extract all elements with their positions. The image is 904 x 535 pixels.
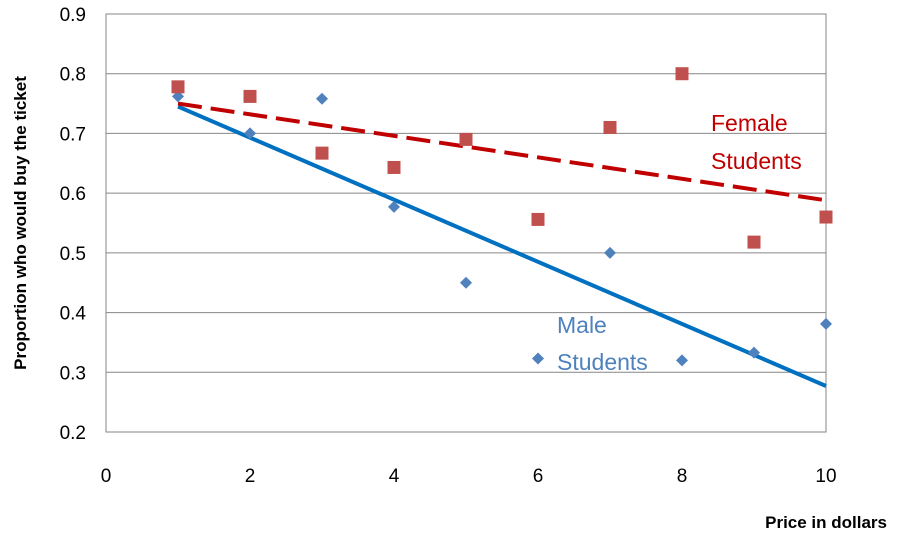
male-data-point — [316, 92, 328, 105]
male-data-point — [532, 352, 544, 365]
male-data-point — [604, 246, 616, 259]
female-data-point — [819, 210, 833, 224]
y-tick-label: 0.8 — [60, 65, 86, 86]
plot-area — [105, 13, 827, 433]
male-data-point — [676, 354, 688, 367]
male-series-label-line2: Students — [557, 349, 648, 375]
y-tick-label: 0.2 — [60, 423, 86, 444]
y-tick-label: 0.7 — [60, 124, 86, 145]
male-series-label-line1: Male — [557, 312, 607, 338]
y-axis-title: Proportion who would buy the ticket — [11, 76, 30, 370]
x-tick-label: 0 — [101, 466, 112, 487]
x-tick-label: 6 — [533, 466, 544, 487]
y-tick-label: 0.4 — [60, 304, 87, 325]
x-tick-label: 2 — [245, 466, 256, 487]
female-series-label-line1: Female — [711, 110, 788, 136]
male-data-point — [244, 127, 256, 140]
y-tick-label: 0.9 — [60, 5, 86, 26]
x-axis-ticks: 0 2 4 6 8 10 — [101, 466, 837, 487]
female-data-point — [459, 132, 473, 146]
x-tick-label: 10 — [815, 466, 836, 487]
x-tick-label: 8 — [677, 466, 688, 487]
data-points — [171, 67, 833, 367]
y-tick-label: 0.6 — [60, 184, 86, 205]
female-data-point — [531, 212, 545, 226]
y-tick-label: 0.5 — [60, 244, 86, 265]
male-data-point — [460, 276, 472, 289]
x-tick-label: 4 — [389, 466, 400, 487]
female-series-label-line2: Students — [711, 148, 802, 174]
male-data-point — [748, 346, 760, 359]
male-data-point — [388, 200, 400, 213]
series-labels: Male Students Female Students — [557, 110, 802, 375]
x-axis-title: Price in dollars — [765, 513, 887, 532]
male-data-point — [820, 317, 832, 330]
female-data-point — [675, 67, 689, 81]
female-data-point — [387, 160, 401, 174]
female-data-point — [747, 235, 761, 249]
male-data-point — [172, 90, 184, 103]
trendline-female — [177, 101, 827, 203]
female-data-point — [243, 89, 257, 103]
female-data-point — [315, 146, 329, 160]
trendline-male — [177, 104, 827, 388]
y-axis-ticks: 0.2 0.3 0.4 0.5 0.6 0.7 0.8 0.9 — [60, 5, 87, 444]
y-tick-label: 0.3 — [60, 363, 86, 384]
female-data-point — [603, 120, 617, 134]
female-data-point — [171, 80, 185, 94]
trendlines — [177, 101, 827, 388]
